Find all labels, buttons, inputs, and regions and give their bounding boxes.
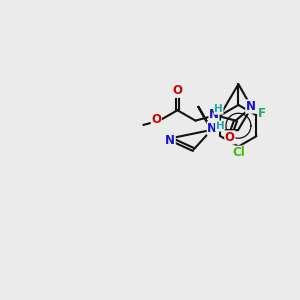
Text: N: N	[165, 134, 175, 147]
Text: H: H	[214, 104, 223, 114]
Text: O: O	[225, 131, 235, 144]
Text: O: O	[151, 113, 161, 126]
Text: F: F	[258, 107, 266, 120]
Text: H: H	[216, 121, 224, 131]
Text: Cl: Cl	[232, 146, 245, 159]
Text: N: N	[209, 108, 219, 121]
Text: N: N	[246, 100, 256, 113]
Text: N: N	[207, 122, 217, 135]
Text: O: O	[172, 84, 182, 97]
